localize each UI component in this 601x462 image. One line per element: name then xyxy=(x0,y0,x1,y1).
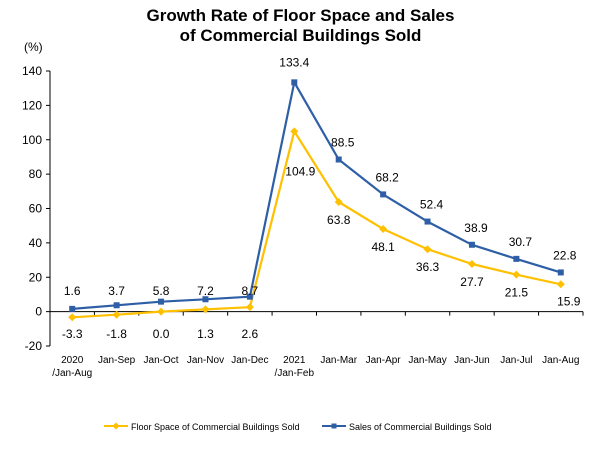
x-tick-label: /Jan-Aug xyxy=(52,368,92,379)
data-label-sales: 52.4 xyxy=(420,198,444,212)
data-point-marker xyxy=(113,302,120,309)
y-tick-label: 140 xyxy=(22,64,42,78)
x-tick-label: Jan-Mar xyxy=(320,355,357,366)
x-tick-label: Jan-Sep xyxy=(98,355,136,366)
data-point-marker xyxy=(69,305,76,312)
data-label-sales: 38.9 xyxy=(464,221,488,235)
x-tick-label: Jan-Jun xyxy=(454,355,490,366)
data-label-floor-space: 2.6 xyxy=(242,327,259,341)
x-tick-label: Jan-Dec xyxy=(231,355,268,366)
data-label-floor-space: 15.9 xyxy=(557,294,581,308)
y-tick-label: 40 xyxy=(29,236,43,250)
data-point-marker xyxy=(246,293,253,300)
x-tick-label: 2020 xyxy=(61,355,84,366)
legend-item-floor-space: Floor Space of Commercial Buildings Sold xyxy=(104,422,300,432)
series-line xyxy=(72,130,562,319)
data-label-sales: 7.2 xyxy=(197,284,214,298)
data-labels: 1.6 3.7 5.8 7.2 8.7 133.4 88.5 68.2 52.4 38.9 30.7… xyxy=(62,55,581,341)
series-line xyxy=(72,81,562,310)
y-tick-label: 80 xyxy=(29,167,43,181)
data-label-floor-space: 63.8 xyxy=(327,213,351,227)
data-label-sales: 5.8 xyxy=(153,284,170,298)
x-tick-label: Jan-May xyxy=(408,355,446,366)
data-point-marker xyxy=(245,303,254,312)
data-label-floor-space: 1.3 xyxy=(197,327,214,341)
data-label-floor-space: 36.3 xyxy=(416,260,440,274)
y-tick-label: 120 xyxy=(22,98,42,112)
legend-marker xyxy=(331,423,337,429)
data-label-floor-space: -3.3 xyxy=(62,327,83,341)
data-label-sales: 1.6 xyxy=(64,284,81,298)
data-point-marker xyxy=(157,307,166,316)
data-point-marker xyxy=(556,280,565,289)
data-point-marker xyxy=(68,313,77,322)
data-point-marker xyxy=(468,241,475,248)
chart-title: Growth Rate of Floor Space and Sales of … xyxy=(0,6,601,46)
x-tick-label: Jan-Aug xyxy=(542,355,579,366)
x-tick-label: Jan-Oct xyxy=(144,355,179,366)
data-point-marker xyxy=(512,270,521,279)
x-tick-label: 2021 xyxy=(283,355,306,366)
data-point-marker xyxy=(467,260,476,269)
data-label-sales: 133.4 xyxy=(279,55,309,69)
x-tick-label: Jan-Nov xyxy=(187,355,224,366)
data-point-marker xyxy=(557,269,564,276)
data-label-sales: 30.7 xyxy=(509,235,533,249)
data-point-marker xyxy=(291,79,298,86)
y-axis-unit-label: (%) xyxy=(24,40,43,54)
data-point-marker xyxy=(158,298,165,305)
x-tick-label: /Jan-Feb xyxy=(275,368,315,379)
y-tick-label: 0 xyxy=(35,305,42,319)
data-label-floor-space: 0.0 xyxy=(153,327,170,341)
data-label-sales: 68.2 xyxy=(375,170,399,184)
chart-title-line2: of Commercial Buildings Sold xyxy=(179,26,422,45)
legend-marker xyxy=(112,422,120,430)
data-point-marker xyxy=(112,310,121,319)
y-tick-label: 20 xyxy=(29,270,43,284)
data-label-sales: 8.7 xyxy=(242,284,259,298)
legend-item-sales: Sales of Commercial Buildings Sold xyxy=(322,422,492,432)
data-point-marker xyxy=(424,218,431,225)
legend-label: Sales of Commercial Buildings Sold xyxy=(349,422,492,432)
data-label-floor-space: 27.7 xyxy=(460,275,484,289)
data-point-marker xyxy=(201,305,210,314)
data-label-floor-space: 104.9 xyxy=(285,164,315,178)
data-label-sales: 3.7 xyxy=(108,284,125,298)
data-point-marker xyxy=(423,245,432,254)
data-label-sales: 22.8 xyxy=(553,248,577,262)
y-tick-label: 100 xyxy=(22,133,42,147)
series-sales xyxy=(69,79,564,312)
data-point-marker xyxy=(290,127,299,136)
chart-title-line1: Growth Rate of Floor Space and Sales xyxy=(146,6,455,25)
data-point-marker xyxy=(202,296,209,303)
series-floor-space xyxy=(68,127,565,322)
data-point-marker xyxy=(335,156,342,163)
axes: -20 0 20 40 60 80 100 120 140 2020/Jan-Aug Jan-Sep… xyxy=(22,64,584,379)
data-label-floor-space: 21.5 xyxy=(505,286,529,300)
data-label-floor-space: 48.1 xyxy=(371,240,395,254)
data-label-sales: 88.5 xyxy=(331,136,355,150)
data-point-marker xyxy=(513,255,520,262)
x-tick-label: Jan-Apr xyxy=(366,355,402,366)
data-label-floor-space: -1.8 xyxy=(106,327,127,341)
data-point-marker xyxy=(379,224,388,233)
y-tick-label: 60 xyxy=(29,202,43,216)
x-tick-label: Jan-Jul xyxy=(500,355,532,366)
y-tick-label: -20 xyxy=(25,339,43,353)
data-point-marker xyxy=(334,197,343,206)
data-point-marker xyxy=(380,191,387,198)
series-lines xyxy=(68,79,565,322)
legend: Floor Space of Commercial Buildings Sold… xyxy=(104,422,492,432)
legend-label: Floor Space of Commercial Buildings Sold xyxy=(131,422,300,432)
